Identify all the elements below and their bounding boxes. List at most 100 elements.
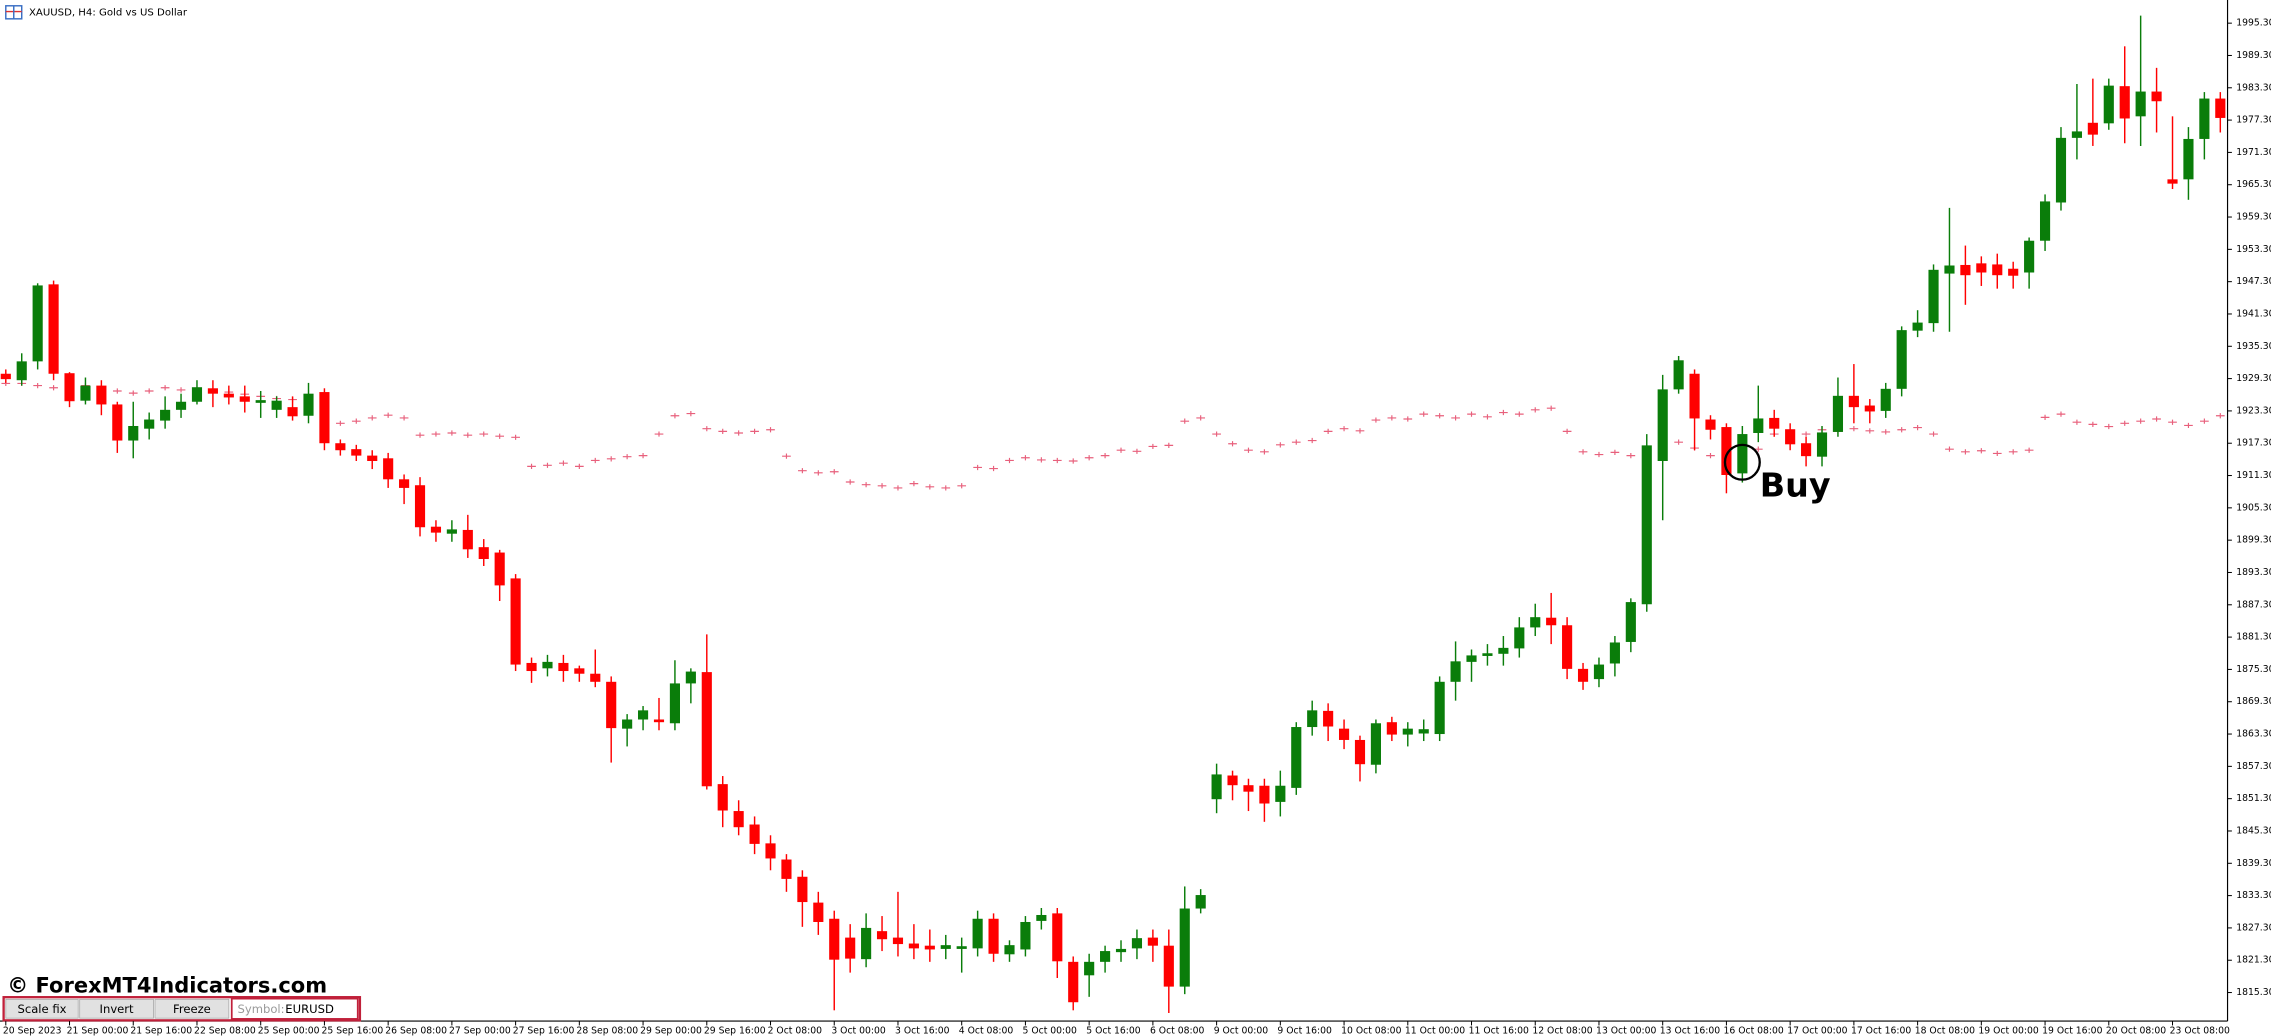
overlay-bar	[861, 482, 871, 488]
overlay-bar	[1435, 413, 1444, 419]
overlay-bar	[1961, 449, 1970, 455]
x-tick-label: 10 Oct 08:00	[1341, 1026, 1401, 1036]
candle-body	[112, 404, 123, 441]
x-tick-label: 13 Oct 00:00	[1596, 1026, 1656, 1036]
candle-body	[1020, 921, 1031, 950]
x-tick-label: 11 Oct 16:00	[1469, 1026, 1529, 1036]
candle-body	[892, 937, 904, 945]
x-tick-label: 25 Sep 00:00	[258, 1026, 320, 1036]
overlay-bar	[973, 464, 982, 471]
candle-body	[1275, 785, 1286, 802]
candle-body	[924, 945, 935, 950]
overlay-bar	[1626, 453, 1636, 459]
candle-body	[653, 719, 665, 723]
candle-body	[1562, 625, 1573, 669]
candle-body	[876, 931, 888, 940]
y-tick-label: 1827.30	[2236, 922, 2271, 933]
candle-body	[1259, 785, 1270, 804]
y-tick-label: 1869.30	[2236, 696, 2271, 707]
candle-body	[2183, 138, 2194, 180]
overlay-bar	[1674, 439, 1683, 445]
x-tick-label: 2 Oct 08:00	[768, 1026, 823, 1036]
y-tick-label: 1905.30	[2236, 502, 2271, 513]
x-tick-label: 13 Oct 16:00	[1660, 1026, 1720, 1036]
button[interactable]: Scale fix	[5, 998, 79, 1019]
y-tick-label: 1833.30	[2236, 890, 2271, 901]
button-label[interactable]: Freeze	[173, 1002, 211, 1016]
candle-body	[1115, 948, 1127, 953]
candle-body	[2039, 201, 2051, 241]
candle-body	[1163, 945, 1174, 987]
overlay-bar	[511, 434, 520, 440]
overlay-bar	[2104, 423, 2114, 430]
overlay-bar	[574, 463, 584, 469]
candle-body	[1912, 322, 1923, 331]
symbol-input[interactable]: EURUSD	[285, 1002, 334, 1016]
candle-body	[32, 285, 43, 362]
button[interactable]: Invert	[79, 998, 154, 1019]
overlay-bar	[1514, 411, 1524, 417]
overlay-bar	[1275, 442, 1285, 448]
x-tick-label: 20 Sep 2023	[3, 1026, 62, 1036]
x-tick-label: 19 Oct 16:00	[2042, 1026, 2102, 1036]
overlay-bar	[829, 469, 839, 475]
overlay-bar	[909, 481, 919, 487]
candle-body	[2167, 179, 2178, 184]
y-tick-label: 1977.30	[2236, 115, 2271, 126]
x-tick-label: 23 Oct 08:00	[2170, 1026, 2230, 1036]
overlay-bar	[654, 431, 664, 437]
candles	[0, 15, 2226, 1014]
symbol-label: Symbol:	[238, 1002, 285, 1016]
candle-body	[430, 526, 442, 533]
y-tick-label: 1923.30	[2236, 405, 2271, 416]
overlay-bar	[1084, 455, 1094, 461]
symbol-field[interactable]	[230, 997, 359, 1020]
button[interactable]: Freeze	[154, 998, 230, 1019]
button-label[interactable]: Scale fix	[18, 1002, 67, 1016]
overlay-bar	[2072, 419, 2082, 425]
y-tick-label: 1815.30	[2236, 987, 2271, 998]
overlay-bar	[1180, 418, 1190, 424]
candle-body	[1323, 710, 1334, 727]
signal-circle	[1723, 443, 1761, 481]
x-tick-label: 9 Oct 00:00	[1214, 1026, 1269, 1036]
y-tick-label: 1851.30	[2236, 793, 2271, 804]
overlay-bar	[1052, 457, 1062, 464]
candle-body	[2199, 98, 2210, 139]
overlay-bar	[2215, 413, 2225, 419]
candle-body	[956, 946, 967, 949]
candle-body	[2024, 240, 2035, 273]
overlay-bar	[1291, 439, 1301, 445]
candle-body	[1896, 330, 1907, 389]
overlay-bar	[1499, 409, 1508, 416]
overlay-bar	[813, 470, 823, 476]
candle-body	[160, 409, 171, 421]
overlay-bar	[1228, 441, 1237, 447]
overlay-bar	[1801, 431, 1811, 437]
toolbar-frame	[2, 996, 362, 1022]
overlay-bar	[1578, 449, 1588, 455]
candle-body	[1004, 945, 1015, 955]
y-tick-label: 1929.30	[2236, 373, 2271, 384]
button-label[interactable]: Invert	[100, 1002, 134, 1016]
candle-body	[1147, 937, 1158, 946]
overlay-bar	[479, 431, 489, 437]
overlay-bar	[1307, 437, 1317, 444]
candle-body	[1705, 419, 1716, 430]
candle-body	[223, 393, 234, 398]
overlay-bar	[1976, 448, 1986, 454]
candle-body	[1227, 775, 1238, 786]
candle-body	[1769, 417, 1780, 429]
overlay-bar	[336, 420, 345, 426]
candle-body	[637, 710, 649, 720]
overlay-bar	[766, 427, 775, 433]
candle-body	[1801, 443, 1812, 457]
candle-body	[1514, 627, 1525, 649]
candle-body	[908, 943, 919, 949]
overlay-bar	[1371, 417, 1381, 423]
overlay-bar	[798, 468, 807, 474]
x-tick-label: 28 Sep 08:00	[576, 1026, 638, 1036]
candle-body	[16, 361, 27, 381]
overlay-bar	[686, 410, 696, 417]
